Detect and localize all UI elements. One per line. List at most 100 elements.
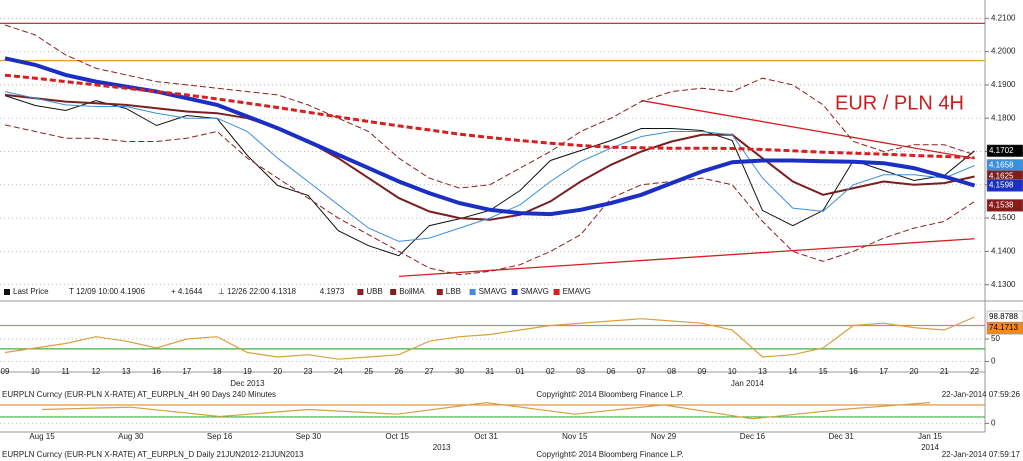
y-tick-label: 4.2100 (991, 13, 1016, 22)
legend-swatch (553, 289, 560, 295)
series-line (41, 401, 931, 420)
y-tick-label: 4.2000 (991, 47, 1016, 56)
x-tick-label: 09 (1, 367, 10, 376)
legend-label: SMAVG (479, 287, 507, 296)
legend-label: Last Price (13, 287, 49, 296)
trend-line (641, 99, 975, 160)
value-tag (986, 179, 1023, 192)
x-tick-label: 17 (879, 367, 888, 376)
x-tick-label: 13 (758, 367, 767, 376)
series-line (4, 91, 975, 242)
x-tick-label: Dec 16 (740, 432, 766, 441)
y-tick-label: 4.1800 (991, 113, 1016, 122)
x-tick-label: 06 (607, 367, 616, 376)
period-label: Jan 2014 (731, 379, 764, 388)
chart-title: EUR / PLN 4H (835, 92, 964, 114)
x-tick-label: Oct 15 (385, 432, 409, 441)
x-tick-label: 01 (516, 367, 525, 376)
legend-label: LBB (446, 287, 461, 296)
x-tick-label: Dec 31 (829, 432, 855, 441)
x-tick-label: 27 (425, 367, 434, 376)
footer-text: 22-Jan-2014 07:59:26 (942, 390, 1021, 399)
value-tag-label: 4.1702 (989, 146, 1014, 155)
x-tick-label: 31 (485, 367, 494, 376)
x-tick-label: 16 (849, 367, 858, 376)
value-tag (986, 321, 1023, 335)
x-tick-label: 08 (667, 367, 676, 376)
x-tick-label: Sep 16 (207, 432, 233, 441)
legend-label: 4.1973 (320, 287, 345, 296)
x-tick-label: 18 (213, 367, 222, 376)
x-tick-label: Jan 15 (918, 432, 943, 441)
series-line (4, 24, 975, 189)
legend-label: T 12/09 10:00 4.1906 (69, 287, 145, 296)
x-tick-label: 19 (243, 367, 252, 376)
x-tick-label: 15 (819, 367, 828, 376)
legend-swatch (357, 289, 364, 295)
x-tick-label: 17 (182, 367, 191, 376)
value-tag-label: 4.1625 (989, 172, 1014, 181)
x-tick-label: 30 (455, 367, 464, 376)
legend-swatch (4, 289, 10, 295)
x-tick-label: 23 (304, 367, 313, 376)
period-label: Dec 2013 (230, 379, 265, 388)
y-tick-label: 4.1400 (991, 246, 1016, 255)
x-tick-label: 16 (152, 367, 161, 376)
legend-swatch (511, 289, 518, 295)
x-tick-label: 14 (788, 367, 797, 376)
x-tick-label: 02 (546, 367, 555, 376)
x-tick-label: 26 (394, 367, 403, 376)
y-tick-label: 4.1500 (991, 213, 1016, 222)
x-tick-label: 10 (728, 367, 737, 376)
legend-label: SMAVG (521, 287, 549, 296)
x-tick-label: 03 (576, 367, 585, 376)
legend-label: + 4.1644 (171, 287, 203, 296)
footer-text: EURPLN Curncy (EUR-PLN X-RATE) AT_EURPLN… (2, 450, 304, 459)
series-line (4, 124, 975, 276)
series-line (4, 93, 975, 221)
value-tag (986, 199, 1023, 212)
legend-swatch (390, 289, 397, 295)
legend-swatch (469, 289, 476, 295)
y-tick-label: 0 (991, 418, 996, 427)
series-line (4, 73, 975, 160)
legend-label: ⊥ 12/26 22:00 4.1318 (218, 287, 297, 296)
x-tick-label: 12 (91, 367, 100, 376)
x-tick-label: 24 (334, 367, 343, 376)
footer-text: EURPLN Curncy (EUR-PLN X-RATE) AT_EURPLN… (2, 390, 276, 399)
period-label: 2014 (921, 443, 939, 452)
x-tick-label: 20 (273, 367, 282, 376)
value-tag-label: 4.1658 (989, 161, 1014, 170)
x-tick-label: 11 (61, 367, 70, 376)
x-tick-label: Nov 29 (651, 432, 677, 441)
x-tick-label: 22 (970, 367, 979, 376)
y-tick-label: 4.1300 (991, 280, 1016, 289)
legend-label: UBB (366, 287, 382, 296)
footer-text: 22-Jan-2014 07:59:17 (942, 450, 1021, 459)
x-tick-label: 25 (364, 367, 373, 376)
x-tick-label: Sep 30 (296, 432, 322, 441)
x-tick-label: 13 (122, 367, 131, 376)
x-tick-label: Aug 15 (29, 432, 55, 441)
x-tick-label: 21 (940, 367, 949, 376)
period-label: 2013 (433, 443, 451, 452)
value-tag-label: 98.8788 (989, 312, 1018, 321)
legend-swatch (436, 289, 443, 295)
y-tick-label: 50 (991, 334, 1000, 343)
series-line (4, 316, 975, 360)
x-tick-label: Nov 15 (562, 432, 588, 441)
value-tag (986, 144, 1023, 158)
x-tick-label: 07 (637, 367, 646, 376)
y-tick-label: 4.1900 (991, 80, 1016, 89)
value-tag-label: 74.1713 (989, 323, 1018, 332)
x-tick-label: 09 (697, 367, 706, 376)
value-tag-label: 4.1598 (989, 181, 1014, 190)
legend-label: EMAVG (563, 287, 591, 296)
footer-text: Copyright© 2014 Bloomberg Finance L.P. (536, 390, 683, 399)
x-tick-label: 20 (910, 367, 919, 376)
value-tag-label: 4.1538 (989, 201, 1014, 210)
y-tick-label: 0 (991, 357, 996, 366)
legend-label: BollMA (399, 287, 425, 296)
x-tick-label: Oct 31 (474, 432, 498, 441)
